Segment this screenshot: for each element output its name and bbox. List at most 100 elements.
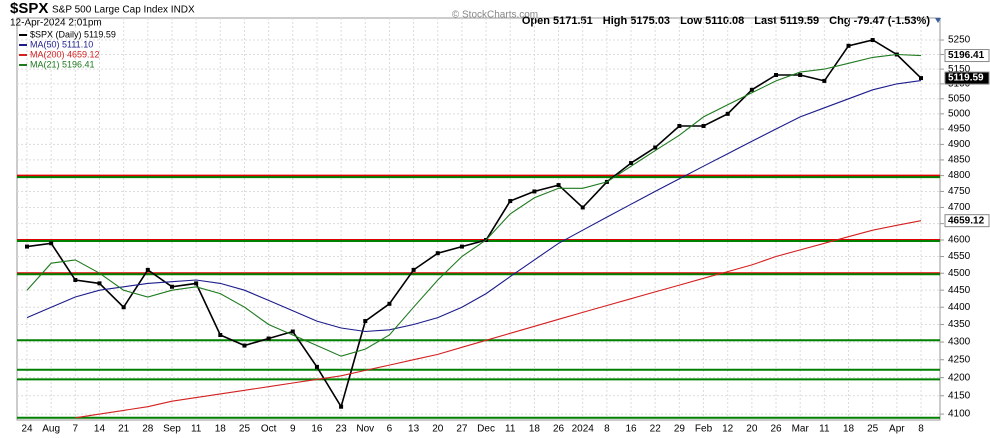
y-tick-label: 5050 <box>948 93 971 104</box>
legend-label: $SPX (Daily) 5119.59 <box>30 29 116 39</box>
price-tag-label: 5196.41 <box>948 50 985 61</box>
x-tick-label: 16 <box>625 424 637 435</box>
price-point <box>798 73 803 78</box>
watermark: © StockCharts.com <box>452 10 538 21</box>
x-tick-label: 26 <box>770 424 782 435</box>
y-tick-label: 4350 <box>948 319 971 330</box>
price-point <box>363 319 368 324</box>
x-tick-label: Oct <box>261 424 277 435</box>
y-tick-label: 4500 <box>948 268 971 279</box>
x-tick-label: Apr <box>889 424 905 435</box>
y-tick-label: 4300 <box>948 337 971 348</box>
x-tick-label: Nov <box>356 424 374 435</box>
series-line <box>26 80 922 333</box>
price-point <box>701 123 706 128</box>
x-tick-label: Mar <box>792 424 810 435</box>
x-tick-label: 27 <box>456 424 468 435</box>
y-tick-label: 4450 <box>948 285 971 296</box>
quote-item: Last 5119.59 <box>754 15 819 27</box>
price-point <box>919 76 923 81</box>
price-point <box>435 251 440 256</box>
x-tick-label: 16 <box>311 424 323 435</box>
x-tick-label: 8 <box>918 424 924 435</box>
x-tick-label: 25 <box>867 424 879 435</box>
y-tick-label: 4750 <box>948 186 971 197</box>
price-point <box>459 244 464 249</box>
y-tick-label: 4200 <box>948 372 971 383</box>
y-tick-label: 5000 <box>948 108 971 119</box>
price-point <box>194 281 199 286</box>
x-tick-label: 26 <box>553 424 565 435</box>
x-tick-label: 18 <box>843 424 855 435</box>
y-tick-label: 4600 <box>948 235 971 246</box>
x-tick-label: 22 <box>650 424 662 435</box>
x-tick-label: 11 <box>191 424 202 435</box>
price-tag-label: 4659.12 <box>948 215 985 226</box>
y-tick-label: 5150 <box>948 64 971 75</box>
price-tag-box <box>944 71 990 85</box>
x-tick-label: 29 <box>674 424 686 435</box>
y-tick-label: 4100 <box>948 409 971 420</box>
y-tick-label: 4550 <box>948 251 971 262</box>
x-tick-label: 2024 <box>572 424 595 435</box>
x-tick-label: 20 <box>746 424 758 435</box>
price-point <box>49 241 54 246</box>
price-point <box>556 183 561 188</box>
price-point <box>387 301 392 306</box>
symbol: $SPX <box>10 0 48 17</box>
x-tick-label: 8 <box>604 424 610 435</box>
price-tag-box <box>944 49 990 63</box>
price-point <box>169 284 174 289</box>
price-point <box>411 267 416 272</box>
x-tick-label: 28 <box>142 424 154 435</box>
x-tick-label: 11 <box>505 424 516 435</box>
quote-item: Chg -79.47 (-1.53%) <box>829 15 930 27</box>
price-point <box>339 404 344 409</box>
date: 12-Apr-2024 2:01pm <box>10 18 102 29</box>
legend-label: MA(21) 5196.41 <box>30 59 95 69</box>
price-point <box>508 199 513 204</box>
x-tick-label: 21 <box>118 424 130 435</box>
y-tick-label: 5250 <box>948 35 971 46</box>
x-tick-label: 24 <box>21 424 33 435</box>
y-tick-label: 4800 <box>948 170 971 181</box>
y-tick-label: 4900 <box>948 139 971 150</box>
price-point <box>73 277 78 282</box>
price-point <box>580 205 585 210</box>
dropdown-icon <box>935 18 941 23</box>
price-point <box>749 87 754 92</box>
quote-item: Open 5171.51 <box>522 15 593 27</box>
price-point <box>629 161 634 166</box>
price-point <box>242 343 247 348</box>
x-tick-label: 23 <box>336 424 348 435</box>
price-tag-label: 5119.59 <box>948 73 984 84</box>
x-tick-label: 7 <box>73 424 79 435</box>
x-tick-label: 18 <box>215 424 227 435</box>
series-line <box>75 220 922 419</box>
y-tick-label: 4850 <box>948 155 971 166</box>
series-line <box>26 53 922 357</box>
quote-item: Low 5110.08 <box>680 15 744 27</box>
price-point <box>653 145 658 150</box>
price-point <box>822 78 827 83</box>
price-point <box>774 73 779 78</box>
x-tick-label: 6 <box>387 424 393 435</box>
price-point <box>314 364 319 369</box>
price-point <box>532 189 537 194</box>
price-point <box>218 333 223 338</box>
price-point <box>725 111 730 116</box>
price-point <box>290 329 295 334</box>
price-point <box>846 43 851 48</box>
price-point <box>25 244 29 249</box>
x-tick-label: 13 <box>408 424 420 435</box>
legend-label: MA(200) 4659.12 <box>30 49 100 59</box>
x-tick-label: Aug <box>42 424 60 435</box>
x-tick-label: 12 <box>722 424 734 435</box>
y-tick-label: 4150 <box>948 390 971 401</box>
price-point <box>266 336 271 341</box>
x-tick-label: 14 <box>94 424 106 435</box>
price-point <box>870 38 875 43</box>
legend-label: MA(50) 5111.10 <box>30 39 93 49</box>
y-tick-label: 4400 <box>948 302 971 313</box>
